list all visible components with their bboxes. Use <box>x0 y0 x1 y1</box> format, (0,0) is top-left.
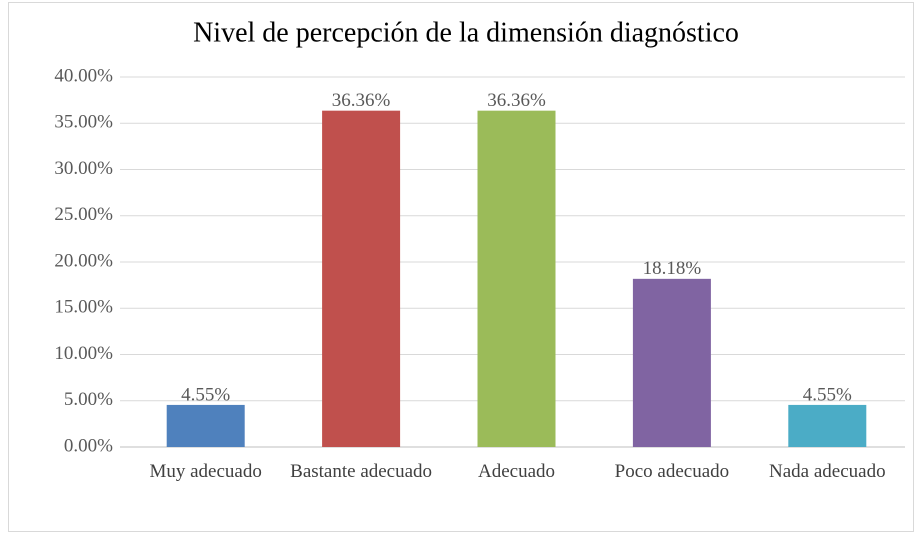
y-tick-label: 5.00% <box>64 389 113 410</box>
y-tick-label: 10.00% <box>54 343 113 364</box>
bar <box>788 404 867 447</box>
y-tick-label: 40.00% <box>54 65 113 86</box>
data-label: 36.36% <box>487 90 546 111</box>
x-tick-label: Muy adecuado <box>149 461 262 482</box>
bar <box>322 110 401 448</box>
bar <box>477 110 556 448</box>
x-tick-label: Poco adecuado <box>614 461 730 482</box>
y-tick-label: 25.00% <box>54 204 113 225</box>
chart-title: Nivel de percepción de la dimensión diag… <box>193 17 739 48</box>
chart-border <box>8 2 914 532</box>
x-tick-label: Nada adecuado <box>769 461 886 482</box>
bar <box>166 404 245 447</box>
data-label: 36.36% <box>332 90 391 111</box>
y-tick-label: 30.00% <box>54 158 113 179</box>
x-tick-label: Bastante adecuado <box>290 461 433 482</box>
y-tick-label: 15.00% <box>54 297 113 318</box>
y-tick-label: 35.00% <box>54 112 113 133</box>
bar <box>632 278 711 447</box>
y-tick-label: 20.00% <box>54 250 113 271</box>
x-tick-label: Adecuado <box>477 461 556 482</box>
data-label: 18.18% <box>643 258 702 279</box>
y-tick-label: 0.00% <box>64 435 113 456</box>
data-label: 4.55% <box>181 384 230 405</box>
data-label: 4.55% <box>803 384 852 405</box>
